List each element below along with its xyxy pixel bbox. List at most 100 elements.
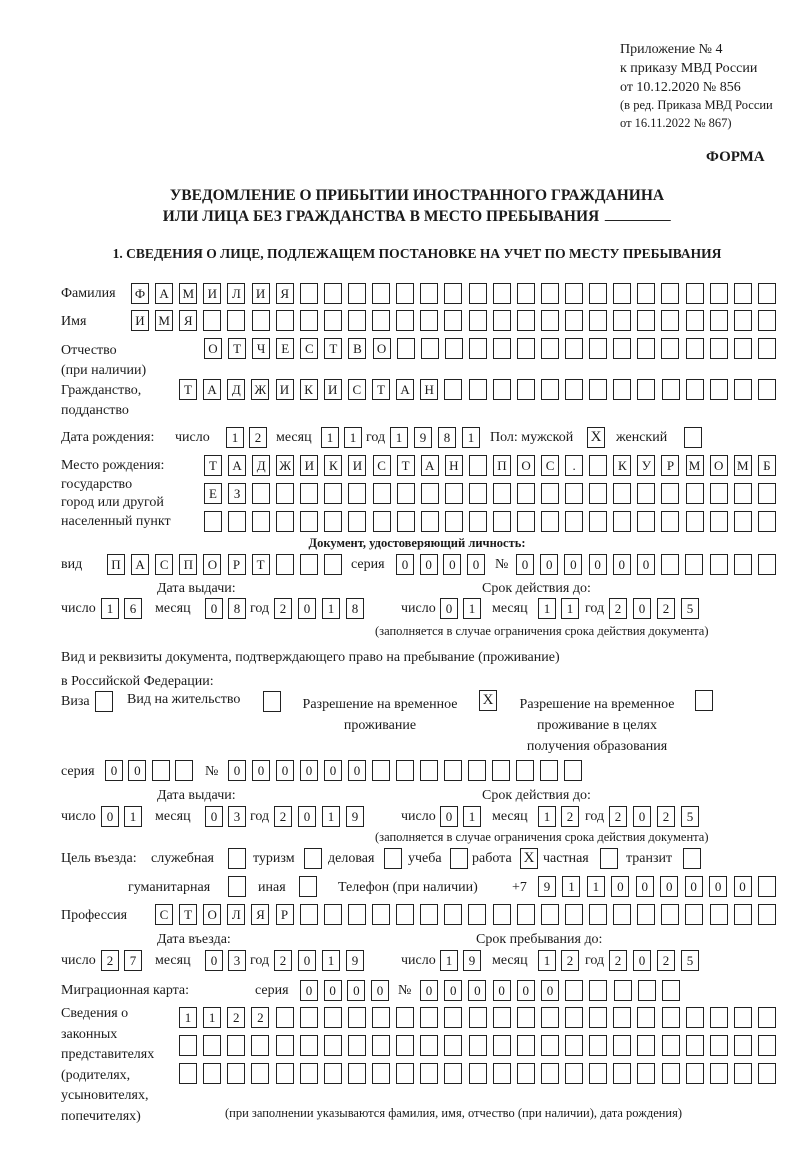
char-box[interactable]	[540, 904, 559, 925]
char-box[interactable]	[228, 511, 247, 532]
char-box[interactable]: Л	[227, 904, 246, 925]
char-box[interactable]: Л	[227, 283, 246, 304]
char-box[interactable]	[589, 1063, 608, 1084]
char-box[interactable]: 8	[228, 598, 246, 619]
char-box[interactable]: 1	[463, 598, 481, 619]
char-box[interactable]	[492, 283, 511, 304]
char-box[interactable]: 3	[228, 950, 246, 971]
char-box[interactable]: Т	[228, 338, 247, 359]
char-box[interactable]: 2	[561, 950, 579, 971]
char-box[interactable]	[492, 904, 511, 925]
char-box[interactable]	[227, 310, 246, 331]
char-box[interactable]	[541, 511, 560, 532]
char-box[interactable]	[709, 1035, 728, 1056]
purpose-tourism-checkbox[interactable]	[304, 848, 322, 869]
char-box[interactable]	[637, 511, 656, 532]
char-box[interactable]	[444, 760, 462, 781]
char-box[interactable]	[347, 904, 366, 925]
char-box[interactable]	[757, 876, 776, 897]
char-box[interactable]: Р	[661, 455, 680, 476]
char-box[interactable]: К	[299, 379, 318, 400]
char-box[interactable]	[396, 283, 415, 304]
char-box[interactable]	[468, 483, 487, 504]
char-box[interactable]: 0	[347, 980, 366, 1001]
char-box[interactable]: С	[347, 379, 366, 400]
char-box[interactable]	[709, 483, 728, 504]
char-box[interactable]	[589, 310, 608, 331]
char-box[interactable]	[637, 980, 656, 1001]
char-box[interactable]: 0	[101, 806, 119, 827]
char-box[interactable]	[709, 1063, 728, 1084]
char-box[interactable]: 0	[709, 876, 728, 897]
char-box[interactable]	[709, 511, 728, 532]
char-box[interactable]	[685, 904, 704, 925]
char-box[interactable]: 1	[562, 876, 581, 897]
char-box[interactable]: В	[348, 338, 367, 359]
char-box[interactable]	[372, 1063, 390, 1084]
char-box[interactable]	[516, 1035, 535, 1056]
char-box[interactable]	[444, 904, 463, 925]
char-box[interactable]: С	[541, 455, 560, 476]
char-box[interactable]: К	[613, 455, 632, 476]
char-box[interactable]	[323, 904, 342, 925]
char-box[interactable]	[564, 760, 582, 781]
char-box[interactable]	[564, 904, 583, 925]
char-box[interactable]	[444, 483, 463, 504]
char-box[interactable]: 2	[251, 1007, 270, 1028]
char-box[interactable]	[733, 483, 752, 504]
char-box[interactable]: Р	[275, 904, 294, 925]
char-box[interactable]: 0	[540, 554, 559, 575]
char-box[interactable]	[564, 310, 583, 331]
char-box[interactable]	[299, 1007, 318, 1028]
char-box[interactable]: 0	[300, 980, 318, 1001]
char-box[interactable]	[323, 1035, 342, 1056]
char-box[interactable]	[347, 1035, 366, 1056]
char-box[interactable]: 0	[611, 876, 630, 897]
char-box[interactable]	[613, 338, 632, 359]
char-box[interactable]	[661, 980, 680, 1001]
char-box[interactable]	[444, 338, 463, 359]
char-box[interactable]	[685, 310, 704, 331]
char-box[interactable]	[151, 760, 170, 781]
char-box[interactable]: Я	[179, 310, 198, 331]
char-box[interactable]	[492, 760, 510, 781]
char-box[interactable]	[613, 511, 632, 532]
char-box[interactable]	[347, 1007, 366, 1028]
char-box[interactable]: 0	[419, 554, 438, 575]
char-box[interactable]	[589, 283, 608, 304]
char-box[interactable]: О	[204, 338, 222, 359]
char-box[interactable]: 1	[322, 598, 340, 619]
char-box[interactable]: И	[203, 283, 222, 304]
char-box[interactable]	[444, 283, 463, 304]
char-box[interactable]: 0	[128, 760, 147, 781]
char-box[interactable]	[372, 310, 391, 331]
char-box[interactable]: 1	[440, 950, 458, 971]
char-box[interactable]: 0	[420, 980, 438, 1001]
char-box[interactable]	[444, 1007, 463, 1028]
char-box[interactable]	[637, 1063, 656, 1084]
char-box[interactable]	[613, 310, 632, 331]
char-box[interactable]: О	[372, 338, 391, 359]
char-box[interactable]: 0	[492, 980, 511, 1001]
char-box[interactable]: Д	[252, 455, 271, 476]
char-box[interactable]: Т	[251, 554, 270, 575]
char-box[interactable]	[541, 338, 560, 359]
char-box[interactable]	[396, 310, 415, 331]
char-box[interactable]	[757, 338, 776, 359]
char-box[interactable]	[275, 1063, 294, 1084]
char-box[interactable]	[733, 511, 752, 532]
char-box[interactable]	[589, 1035, 608, 1056]
char-box[interactable]: 0	[466, 554, 485, 575]
char-box[interactable]	[468, 1035, 487, 1056]
char-box[interactable]	[516, 1063, 535, 1084]
char-box[interactable]: Я	[275, 283, 294, 304]
title-blank-field[interactable]	[605, 206, 672, 221]
purpose-transit-checkbox[interactable]	[683, 848, 701, 869]
char-box[interactable]	[613, 1063, 632, 1084]
